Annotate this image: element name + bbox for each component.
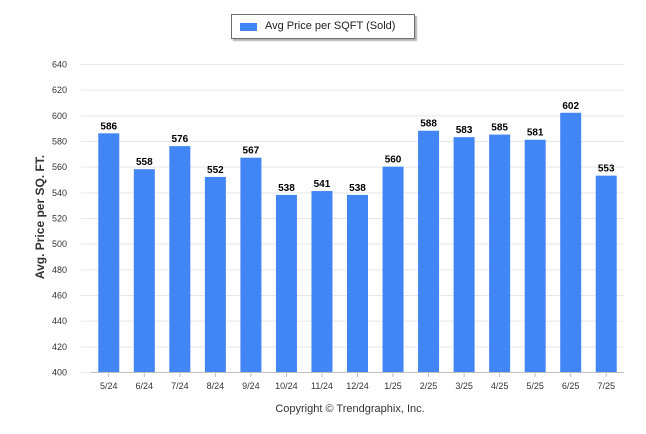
y-tick-label: 620 xyxy=(52,85,67,95)
x-tick-label: 4/25 xyxy=(491,381,509,391)
bar xyxy=(560,112,582,373)
y-tick-label: 640 xyxy=(52,60,67,70)
bar xyxy=(595,175,617,372)
y-tick-label: 600 xyxy=(52,111,67,121)
x-tick-label: 10/24 xyxy=(275,381,298,391)
y-tick-label: 440 xyxy=(52,316,67,326)
x-tick-label: 7/24 xyxy=(171,381,189,391)
copyright-text: Copyright © Trendgraphix, Inc. xyxy=(275,403,425,415)
data-label: 538 xyxy=(349,183,366,194)
y-tick-label: 560 xyxy=(52,162,67,172)
data-label: 552 xyxy=(207,165,224,176)
data-label: 586 xyxy=(100,121,117,132)
data-label: 581 xyxy=(527,128,544,139)
bar xyxy=(133,169,155,372)
y-tick-label: 480 xyxy=(52,265,67,275)
x-tick-label: 9/24 xyxy=(242,381,260,391)
y-tick-label: 580 xyxy=(52,137,67,147)
legend-label: Avg Price per SQFT (Sold) xyxy=(265,20,396,32)
bar xyxy=(275,194,297,372)
x-tick-label: 12/24 xyxy=(346,381,369,391)
bar xyxy=(311,191,333,372)
x-tick-label: 11/24 xyxy=(311,381,333,391)
y-tick-label: 540 xyxy=(52,188,67,198)
data-label: 583 xyxy=(456,125,473,136)
legend-swatch xyxy=(240,23,257,31)
bar xyxy=(169,146,191,372)
x-tick-label: 7/25 xyxy=(597,381,615,391)
y-tick-label: 500 xyxy=(52,239,67,249)
x-tick-label: 6/25 xyxy=(562,381,580,391)
data-label: 588 xyxy=(420,119,437,130)
data-label: 602 xyxy=(562,101,579,112)
x-tick-label: 1/25 xyxy=(384,381,402,391)
bar xyxy=(204,176,226,372)
chart-legend: Avg Price per SQFT (Sold) xyxy=(231,14,415,39)
x-tick-label: 6/24 xyxy=(136,381,154,391)
x-tick-label: 3/25 xyxy=(455,381,473,391)
bar xyxy=(347,194,368,372)
bar xyxy=(489,134,511,372)
y-tick-label: 520 xyxy=(52,214,67,224)
data-label: 558 xyxy=(136,157,153,168)
data-label: 541 xyxy=(314,179,331,190)
bar xyxy=(98,133,120,372)
y-tick-label: 420 xyxy=(52,342,67,352)
data-label: 538 xyxy=(278,183,295,194)
data-label: 560 xyxy=(385,155,402,166)
data-label: 567 xyxy=(243,146,260,157)
x-tick-label: 2/25 xyxy=(420,381,438,391)
data-label: 576 xyxy=(171,134,188,145)
data-label: 585 xyxy=(491,123,508,134)
bar xyxy=(453,137,475,372)
bar xyxy=(418,130,440,372)
bar xyxy=(382,166,404,372)
y-axis-title: Avg. Price per SQ. FT. xyxy=(33,154,47,280)
y-tick-label: 400 xyxy=(52,368,67,378)
x-tick-label: 5/25 xyxy=(526,381,544,391)
data-label: 553 xyxy=(598,164,615,175)
bar xyxy=(240,157,262,372)
y-tick-label: 460 xyxy=(52,291,67,301)
x-tick-label: 5/24 xyxy=(100,381,118,391)
x-tick-label: 8/24 xyxy=(207,381,225,391)
bar xyxy=(524,139,546,372)
